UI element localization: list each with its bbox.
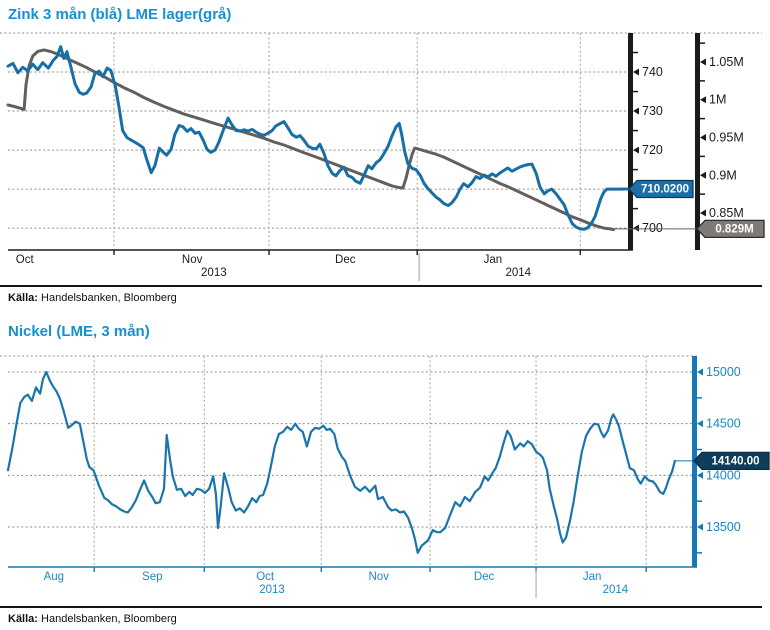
- axis-tick-label: 1.05M: [709, 55, 744, 69]
- nickel-price-line: [6, 370, 677, 554]
- source-text: Handelsbanken, Bloomberg: [41, 292, 177, 304]
- axis-tick-label: 720: [642, 143, 663, 157]
- major-tick-arrow: [700, 171, 706, 179]
- nickel-price-last-value-badge: [693, 451, 770, 471]
- major-tick-arrow: [697, 368, 703, 376]
- zinc-price-line: [6, 45, 630, 231]
- axis-tick-label: 730: [642, 104, 663, 118]
- badge-value-text: 14140.00: [712, 455, 760, 467]
- axis-tick-label: 14500: [706, 417, 741, 431]
- year-label: 2014: [603, 584, 629, 596]
- month-label: Sep: [142, 571, 162, 583]
- inventory-last-value-badge: [696, 219, 765, 239]
- axis-tick-label: 15000: [706, 365, 741, 379]
- major-tick-arrow: [697, 420, 703, 428]
- major-tick-arrow: [700, 133, 706, 141]
- major-tick-arrow: [700, 58, 706, 66]
- separator-line-2: [0, 606, 762, 608]
- source-text: Handelsbanken, Bloomberg: [41, 613, 177, 625]
- zinc-chart-group: 7407307207107001.05M1M0.95M0.9M0.85MOctN…: [0, 32, 765, 281]
- month-label: Nov: [182, 254, 203, 266]
- axis-tick-label: 0.85M: [709, 206, 744, 220]
- month-label: Nov: [369, 571, 390, 583]
- month-label: Aug: [44, 571, 64, 583]
- price-last-value-badge: [628, 179, 694, 199]
- nickel-chart-title: Nickel (LME, 3 mån): [8, 323, 150, 340]
- major-tick-arrow: [633, 146, 639, 154]
- major-tick-arrow: [697, 471, 703, 479]
- inventory-axis-bar: [695, 33, 700, 250]
- source-label: Källa:: [8, 613, 38, 625]
- month-label: Dec: [474, 571, 495, 583]
- zinc-chart-title: Zink 3 mån (blå) LME lager(grå): [8, 6, 232, 23]
- month-label: Oct: [256, 571, 275, 583]
- year-label: 2013: [201, 267, 227, 279]
- year-label: 2013: [259, 584, 285, 596]
- axis-tick-label: 0.9M: [709, 168, 737, 182]
- major-tick-arrow: [700, 96, 706, 104]
- source-label: Källa:: [8, 292, 38, 304]
- axis-tick-label: 13500: [706, 520, 741, 534]
- major-tick-arrow: [700, 209, 706, 217]
- separator-line-1: [0, 285, 762, 287]
- zinc-source-line: Källa: Handelsbanken, Bloomberg: [8, 292, 177, 304]
- badge-value-text: 0.829M: [715, 223, 753, 235]
- lme-inventory-line: [6, 48, 616, 232]
- year-label: 2014: [505, 267, 531, 279]
- axis-tick-label: 14000: [706, 468, 741, 482]
- month-label: Jan: [484, 254, 503, 266]
- month-label: Dec: [335, 254, 356, 266]
- major-tick-arrow: [633, 107, 639, 115]
- major-tick-arrow: [697, 523, 703, 531]
- axis-tick-label: 740: [642, 65, 663, 79]
- month-label: Jan: [583, 571, 602, 583]
- month-label: Oct: [16, 254, 35, 266]
- major-tick-arrow: [633, 68, 639, 76]
- axis-tick-label: 1M: [709, 93, 726, 107]
- axis-tick-label: 700: [642, 221, 663, 235]
- axis-tick-label: 0.95M: [709, 130, 744, 144]
- badge-value-text: 710.0200: [641, 184, 689, 196]
- major-tick-arrow: [633, 224, 639, 232]
- nickel-source-line: Källa: Handelsbanken, Bloomberg: [8, 613, 177, 625]
- price-axis-bar: [628, 33, 633, 250]
